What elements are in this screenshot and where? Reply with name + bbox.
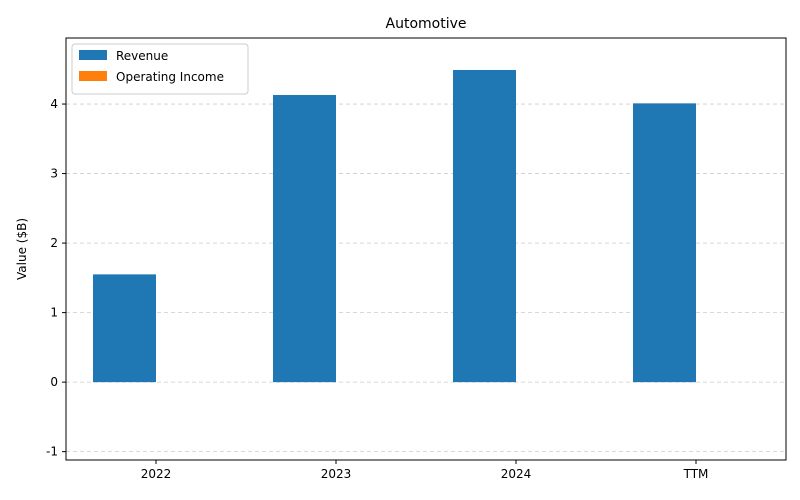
x-tick-label: 2024 [501, 467, 532, 481]
y-tick-label: 1 [50, 306, 58, 320]
y-tick-label: 0 [50, 375, 58, 389]
plot-frame [65, 37, 787, 461]
y-axis-label: Value ($B) [15, 218, 29, 280]
x-axis: 2022 2023 2024 TTM [141, 460, 709, 481]
x-tick-label: TTM [683, 467, 709, 481]
legend-label-revenue: Revenue [116, 49, 168, 63]
y-tick-label: 3 [50, 167, 58, 181]
legend: Revenue Operating Income [71, 43, 249, 95]
x-tick-label: 2022 [141, 467, 172, 481]
bar-revenue-2022 [93, 274, 156, 383]
legend-box [71, 43, 249, 95]
y-axis: -1 0 1 2 3 4 [46, 97, 66, 459]
bars [93, 69, 696, 383]
legend-swatch-operating-income [79, 71, 107, 81]
legend-swatch-revenue [79, 50, 107, 60]
y-tick-label: 4 [50, 97, 58, 111]
grid-lines [66, 103, 786, 453]
chart-title: Automotive [386, 16, 467, 32]
legend-label-operating-income: Operating Income [116, 70, 224, 84]
x-tick-label: 2023 [321, 467, 352, 481]
bar-revenue-2023 [273, 95, 336, 383]
y-tick-label: -1 [46, 445, 58, 459]
bar-revenue-ttm [633, 103, 696, 383]
y-tick-label: 2 [50, 236, 58, 250]
bar-revenue-2024 [453, 69, 516, 383]
